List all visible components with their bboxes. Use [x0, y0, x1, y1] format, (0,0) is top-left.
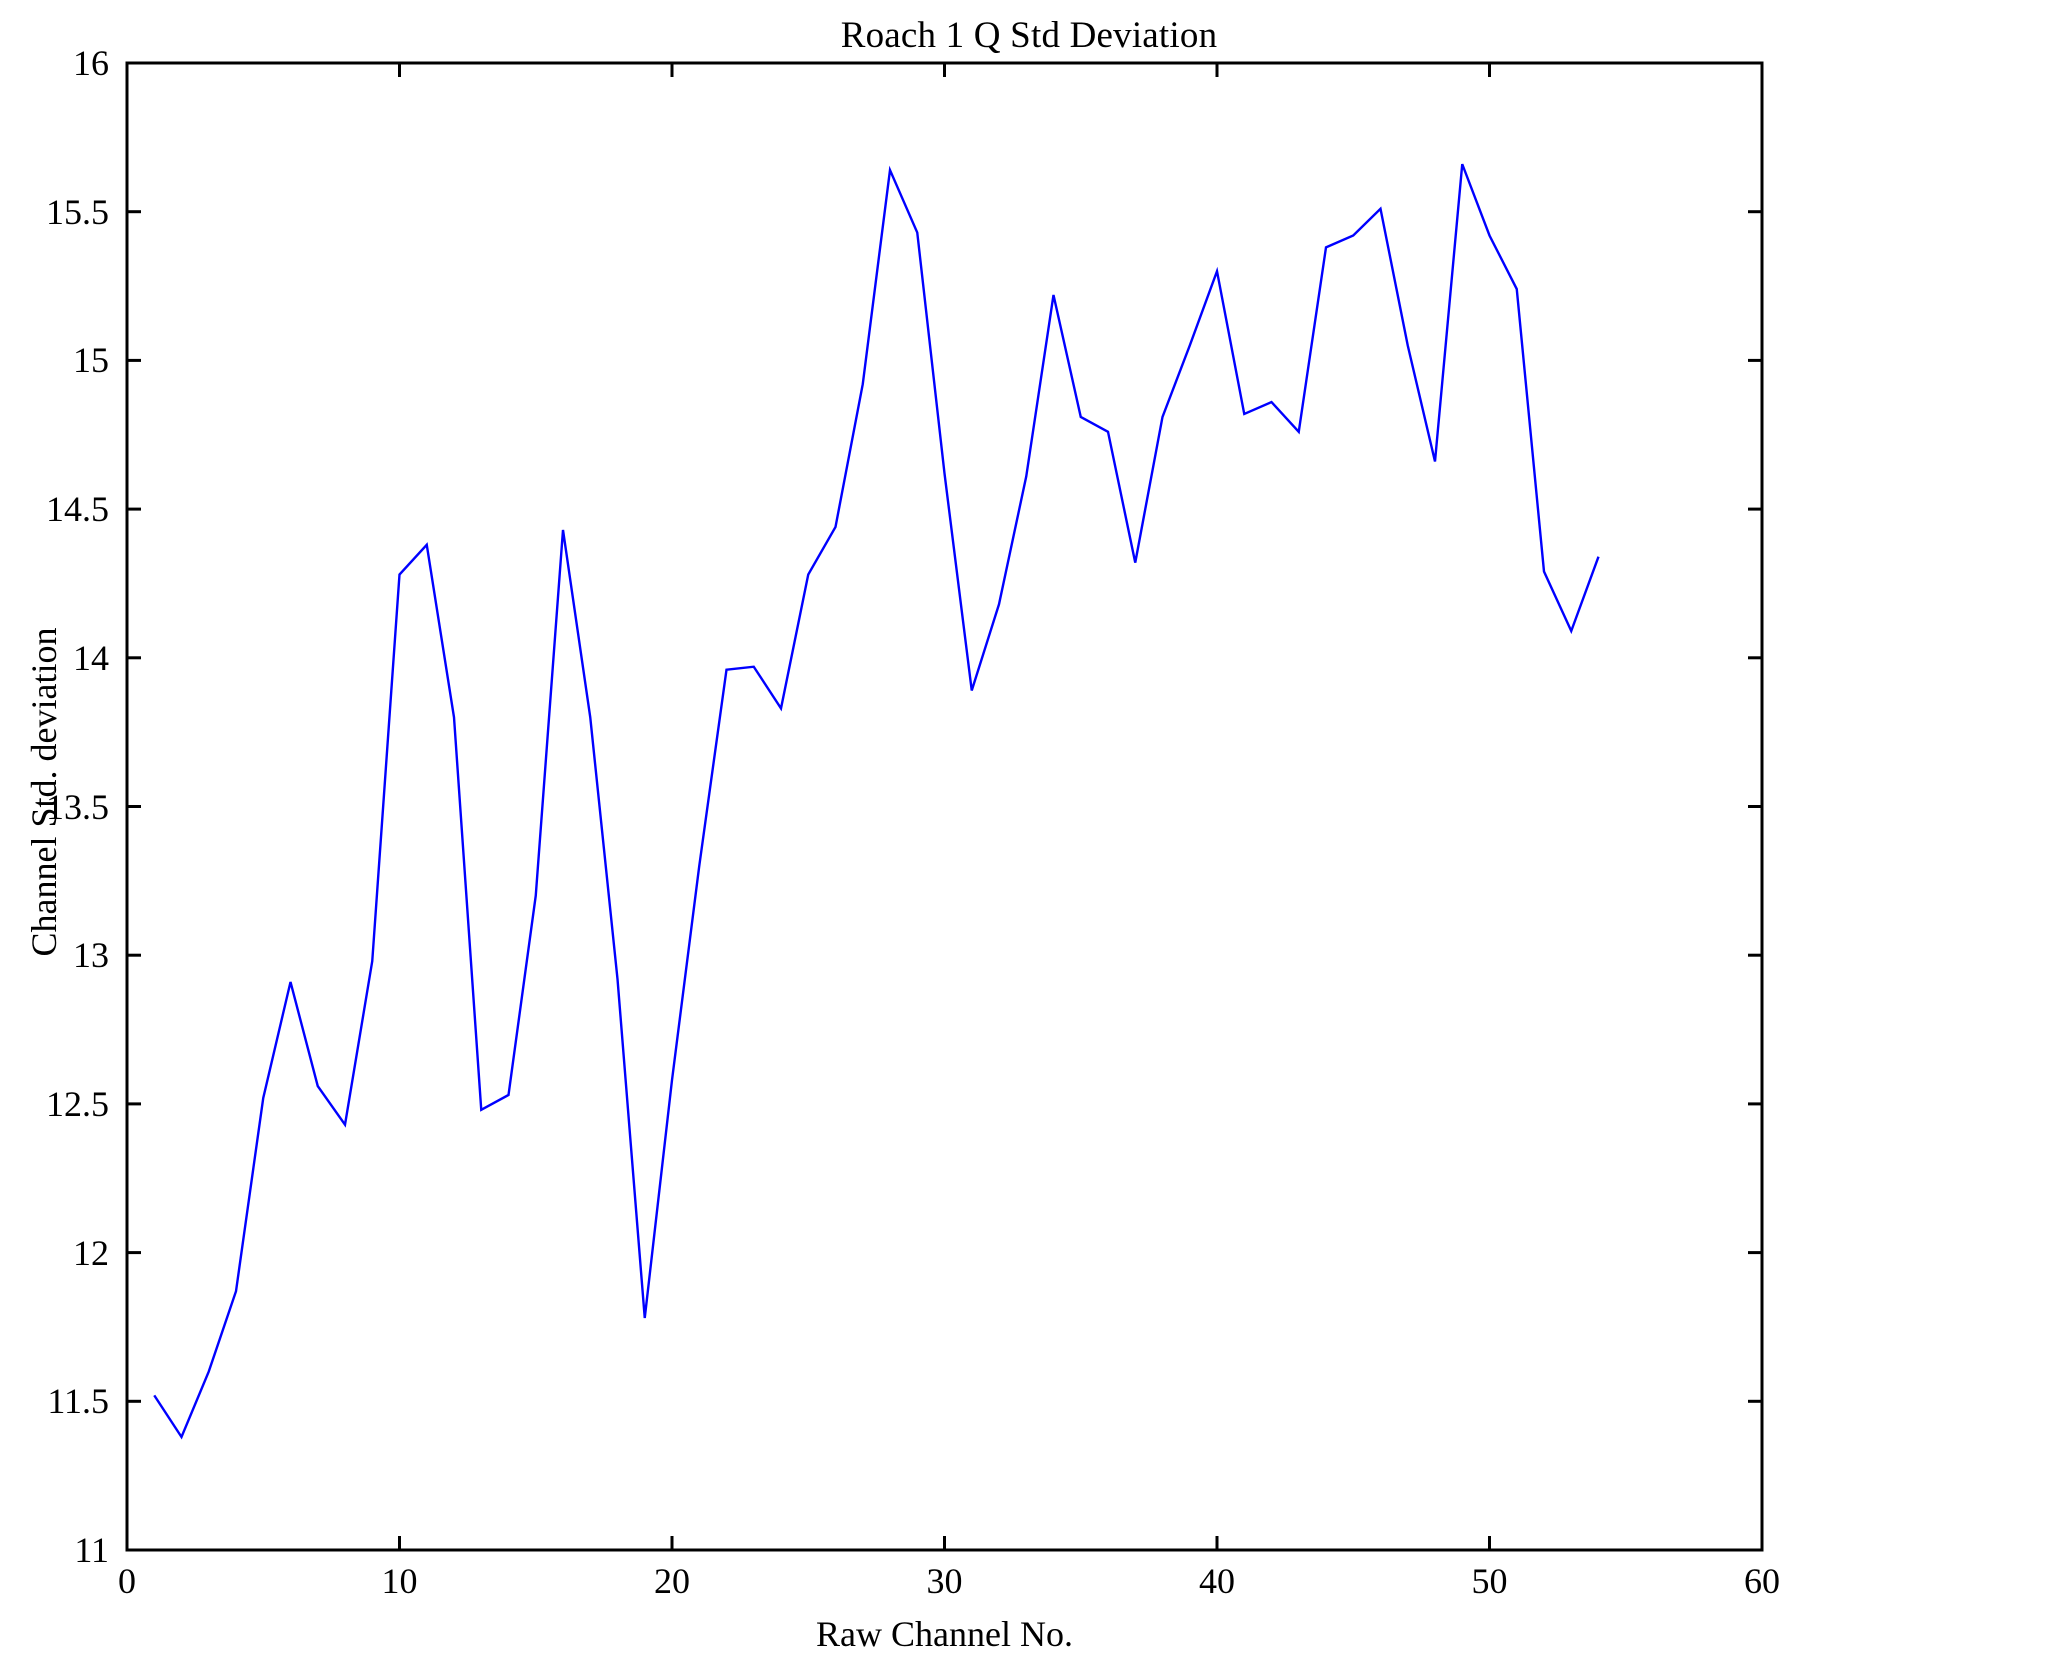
x-tick-label: 10 [381, 1561, 418, 1601]
y-tick-label: 11 [74, 1530, 109, 1570]
y-tick-label: 16 [73, 43, 109, 83]
x-tick-label: 0 [118, 1561, 136, 1601]
x-tick-label: 50 [1471, 1561, 1508, 1601]
x-axis-label: Raw Channel No. [816, 1614, 1073, 1654]
chart-title: Roach 1 Q Std Deviation [840, 15, 1218, 56]
x-tick-label: 40 [1199, 1561, 1235, 1601]
axis-ticks [125, 61, 1764, 1552]
y-tick-label: 13 [73, 935, 109, 976]
y-tick-label: 12 [73, 1232, 109, 1273]
y-tick-label: 15 [73, 340, 109, 381]
x-tick-label: 20 [654, 1561, 690, 1601]
y-tick-label: 14 [73, 637, 109, 678]
y-tick-label: 15.5 [46, 191, 109, 232]
axes-frame [125, 61, 1764, 1552]
y-tick-label: 12.5 [46, 1083, 109, 1124]
data-series-line [153, 163, 1600, 1440]
y-tick-label: 13.5 [46, 786, 109, 827]
y-tick-label: 14.5 [46, 489, 109, 530]
x-tick-label: 60 [1744, 1561, 1780, 1601]
y-tick-label: 11.5 [47, 1381, 109, 1422]
x-tick-label: 30 [926, 1561, 963, 1601]
